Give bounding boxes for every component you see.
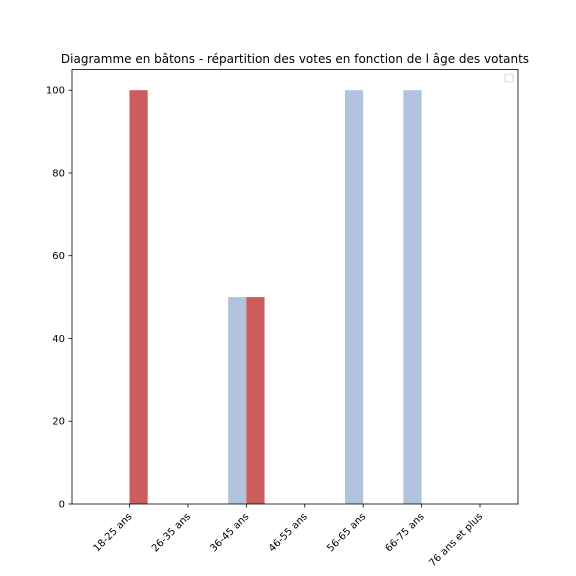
bar-series-1-2 [228,297,247,504]
bar-series-1-5 [403,90,422,504]
bar-series-2-0 [129,90,148,504]
y-tick-label: 20 [52,417,65,428]
x-axis: 18-25 ans 26-35 ans 36-45 ans 46-55 ans 56-6… [92,504,485,569]
bar-series-2-2 [246,297,265,504]
y-tick-label: 100 [46,86,65,97]
x-tick-label: 56-65 ans [325,511,368,554]
x-tick-label: 36-45 ans [208,511,251,554]
x-tick-label: 46-55 ans [267,511,310,554]
x-tick-label: 18-25 ans [92,511,135,554]
bars-group [129,90,422,504]
chart-title: Diagramme en bâtons - répartition des vo… [61,52,529,66]
x-tick-label: 76 ans et plus [427,511,485,569]
x-tick-label: 66-75 ans [384,511,427,554]
y-axis: 0 20 40 60 80 100 [46,86,72,511]
plot-frame [71,69,519,505]
x-tick-label: 26-35 ans [150,511,193,554]
y-tick-label: 60 [52,251,65,262]
y-tick-label: 40 [52,334,65,345]
legend-box [504,73,514,83]
y-tick-label: 0 [59,500,65,511]
bar-series-1-4 [344,90,364,504]
y-tick-label: 80 [52,168,65,179]
